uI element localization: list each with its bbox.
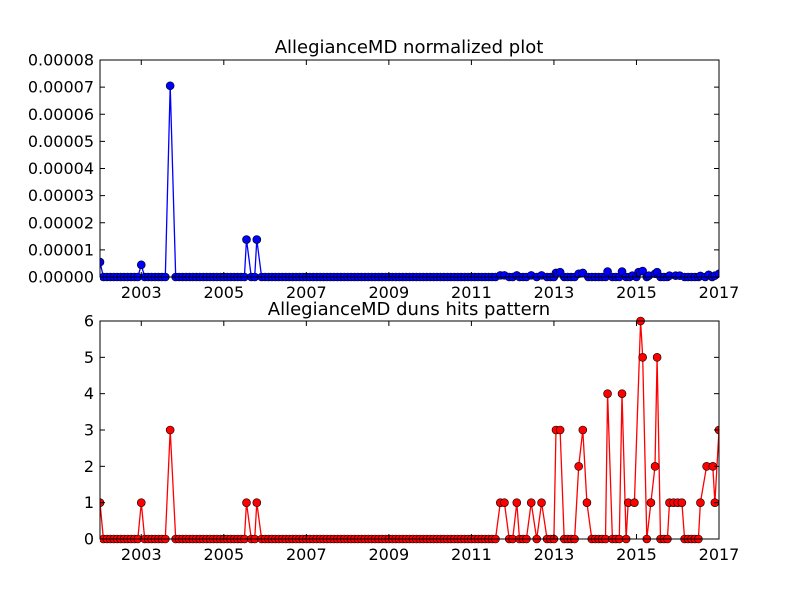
x-tick-label: 2011 xyxy=(451,283,492,302)
data-point xyxy=(617,389,627,398)
y-tick-label: 0 xyxy=(84,530,94,549)
data-point xyxy=(650,462,660,471)
y-tick-label: 0.00001 xyxy=(28,240,94,259)
data-point xyxy=(165,81,175,91)
data-point xyxy=(574,462,583,471)
data-point xyxy=(526,498,536,507)
data-point xyxy=(242,498,251,507)
y-tick-label: 5 xyxy=(84,348,94,367)
data-point xyxy=(677,498,687,507)
x-tick-label: 2005 xyxy=(203,283,244,302)
y-tick-label: 0.00008 xyxy=(28,51,94,70)
y-tick-label: 0.00004 xyxy=(28,159,94,178)
y-tick-label: 0.00002 xyxy=(28,213,94,232)
y-tick-label: 4 xyxy=(84,384,94,403)
data-point xyxy=(582,498,592,507)
chart-title: AllegianceMD normalized plot xyxy=(275,37,544,58)
data-point xyxy=(646,498,656,507)
data-point xyxy=(603,389,612,398)
y-tick-label: 0.00005 xyxy=(28,132,94,151)
series-group xyxy=(100,81,719,282)
data-point xyxy=(714,269,719,279)
data-point xyxy=(252,498,262,507)
normalized-plot-panel: AllegianceMD normalized plot 0.00000 0.00… xyxy=(28,37,740,302)
x-tick-label: 2003 xyxy=(121,283,162,302)
x-tick-label: 2013 xyxy=(534,545,575,564)
data-point xyxy=(242,235,251,244)
y-tick-label: 0.00006 xyxy=(28,105,94,124)
x-tick-label: 2017 xyxy=(699,545,740,564)
data-point xyxy=(500,498,509,507)
data-point xyxy=(555,425,565,435)
data-point xyxy=(165,425,175,435)
data-point xyxy=(696,498,705,507)
x-tick-label: 2011 xyxy=(451,545,492,564)
data-point xyxy=(638,266,647,276)
y-tick-label: 2 xyxy=(84,457,94,476)
x-tick-label: 2009 xyxy=(369,545,410,564)
data-point xyxy=(652,353,662,362)
data-point xyxy=(638,353,647,362)
y-tick-label: 1 xyxy=(84,493,94,512)
data-point xyxy=(537,498,546,507)
x-tick-label: 2013 xyxy=(534,283,575,302)
data-point xyxy=(512,498,522,507)
x-tick-label: 2017 xyxy=(699,283,740,302)
series-group xyxy=(100,316,719,544)
x-tick-label: 2005 xyxy=(203,545,244,564)
data-point xyxy=(603,267,612,276)
data-point xyxy=(630,498,639,507)
series-line xyxy=(100,85,719,278)
x-tick-label: 2015 xyxy=(616,283,657,302)
y-tick-label: 3 xyxy=(84,421,94,440)
x-tick-label: 2009 xyxy=(369,283,410,302)
y-tick-label: 0.00007 xyxy=(28,78,94,97)
y-tick-label: 6 xyxy=(84,312,94,331)
data-point xyxy=(252,235,262,244)
data-point xyxy=(136,498,146,507)
duns-hits-panel: AllegianceMD duns hits pattern 0 1 2 3 4 5 6 20… xyxy=(84,299,740,564)
y-tick-label: 0.00000 xyxy=(28,268,94,287)
x-tick-label: 2007 xyxy=(286,545,327,564)
x-tick-label: 2007 xyxy=(286,283,327,302)
data-point xyxy=(136,260,146,270)
y-tick-label: 0.00003 xyxy=(28,186,94,205)
x-tick-label: 2015 xyxy=(616,545,657,564)
data-point xyxy=(100,257,105,267)
axes-frame xyxy=(99,59,720,278)
chart-title: AllegianceMD duns hits pattern xyxy=(268,299,550,320)
data-point xyxy=(578,425,588,435)
x-tick-label: 2003 xyxy=(121,545,162,564)
